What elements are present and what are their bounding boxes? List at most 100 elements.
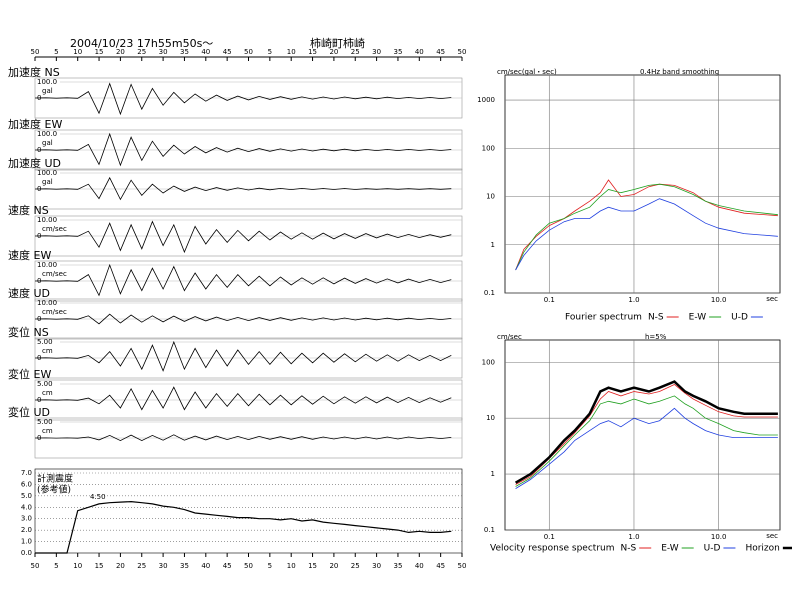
unit-label: cm (42, 389, 53, 397)
trace (34, 220, 452, 254)
legend-label: U-D (704, 544, 721, 554)
y-tick-label: 10 (486, 193, 495, 201)
unit-label: cm (42, 347, 53, 355)
trace-name: 変位 EW (8, 367, 51, 381)
x-tick-label: 1.0 (628, 296, 639, 304)
y-tick-label: 100 (482, 358, 495, 366)
x-tick-label: 5 (54, 562, 58, 570)
legend-label: U-D (731, 313, 748, 323)
y-tick-label: 2.0 (21, 526, 32, 534)
y-tick-label: 1 (491, 470, 495, 478)
y-tick-label: 10.00 (37, 261, 57, 269)
y-axis-label: cm/sec(gal・sec) (497, 68, 557, 76)
x-tick-label: 50 (244, 48, 253, 56)
x-tick-label: 35 (393, 562, 402, 570)
x-tick-label: 30 (372, 48, 381, 56)
legend-label: N-S (648, 313, 664, 323)
trace (34, 434, 452, 442)
trace (34, 386, 452, 411)
x-tick-label: 30 (159, 562, 168, 570)
y-tick-label: 0.1 (484, 526, 495, 534)
x-tick-label: 10.0 (711, 296, 727, 304)
x-tick-label: 20 (116, 562, 125, 570)
y-tick-label: 10.00 (37, 216, 57, 224)
chart-title: 計測震度 (37, 473, 73, 485)
x-tick-label: 10 (287, 562, 296, 570)
legend-label: Horizon (745, 544, 779, 554)
x-axis-label: sec (766, 532, 778, 540)
unit-label: gal (42, 139, 53, 147)
x-tick-label: 25 (137, 48, 146, 56)
y-tick-label: 5.0 (21, 492, 32, 500)
y-tick-label: 100.0 (37, 169, 57, 177)
x-tick-label: 45 (223, 562, 232, 570)
y-tick-label: 5.00 (37, 418, 53, 426)
spectrum-line (514, 380, 778, 484)
spectrum-line (515, 183, 778, 271)
x-tick-label: 10 (73, 48, 82, 56)
y-tick-label: 100.0 (37, 78, 57, 86)
y-tick-label: 10.00 (37, 299, 57, 307)
y-tick-label: 6.0 (21, 480, 32, 488)
spectrum-line (515, 395, 778, 487)
y-tick-label: 0.1 (484, 289, 495, 297)
plot-frame (504, 74, 781, 294)
plot-frame (34, 468, 463, 554)
peak-annotation: 4.50 (90, 493, 106, 501)
y-tick-label: 1.0 (21, 538, 32, 546)
x-tick-label: 40 (201, 48, 210, 56)
trace-name: 加速度 NS (8, 65, 60, 79)
spectrum-line (515, 384, 778, 485)
x-tick-label: 5 (268, 562, 272, 570)
unit-label: gal (42, 87, 53, 95)
x-tick-label: 50 (244, 562, 253, 570)
x-tick-label: 35 (180, 562, 189, 570)
chart-subtitle: 0.4Hz band smoothing (640, 68, 719, 76)
plot-frame (504, 339, 781, 531)
y-tick-label: 5.00 (37, 338, 53, 346)
x-tick-label: 20 (116, 48, 125, 56)
unit-label: gal (42, 178, 53, 186)
trace (34, 82, 452, 116)
x-tick-label: 15 (95, 48, 104, 56)
x-tick-label: 5 (54, 48, 58, 56)
y-tick-label: 0.0 (21, 549, 32, 557)
trace-name: 変位 UD (8, 405, 50, 419)
y-axis-label: cm/sec (497, 333, 522, 341)
x-tick-label: 15 (308, 562, 317, 570)
unit-label: cm/sec (42, 270, 67, 278)
x-tick-label: 45 (436, 562, 445, 570)
x-tick-label: 50 (458, 48, 467, 56)
x-tick-label: 25 (351, 48, 360, 56)
trace-name: 速度 UD (8, 286, 50, 300)
trace (34, 132, 452, 167)
x-tick-label: 40 (201, 562, 210, 570)
x-tick-label: 45 (436, 48, 445, 56)
x-tick-label: 15 (308, 48, 317, 56)
x-tick-label: 0.1 (544, 296, 555, 304)
x-tick-label: 10 (287, 48, 296, 56)
x-tick-label: 15 (95, 562, 104, 570)
x-tick-label: 25 (137, 562, 146, 570)
x-tick-label: 0.1 (544, 533, 555, 541)
trace-name: 速度 NS (8, 203, 49, 217)
y-tick-label: 100 (482, 144, 495, 152)
legend-title: Velocity response spectrum (490, 544, 615, 554)
spectrum-line (515, 179, 778, 271)
x-tick-label: 10 (73, 562, 82, 570)
x-tick-label: 5 (268, 48, 272, 56)
trace-name: 加速度 UD (8, 156, 61, 170)
x-tick-label: 40 (415, 562, 424, 570)
y-tick-label: 1000 (477, 96, 495, 104)
y-tick-label: 4.0 (21, 503, 32, 511)
x-tick-label: 30 (372, 562, 381, 570)
x-tick-label: 35 (180, 48, 189, 56)
unit-label: cm/sec (42, 308, 67, 316)
x-tick-label: 45 (223, 48, 232, 56)
chart-subtitle: h=5% (645, 333, 667, 341)
x-tick-label: 30 (159, 48, 168, 56)
trace (34, 176, 452, 201)
y-tick-label: 3.0 (21, 515, 32, 523)
